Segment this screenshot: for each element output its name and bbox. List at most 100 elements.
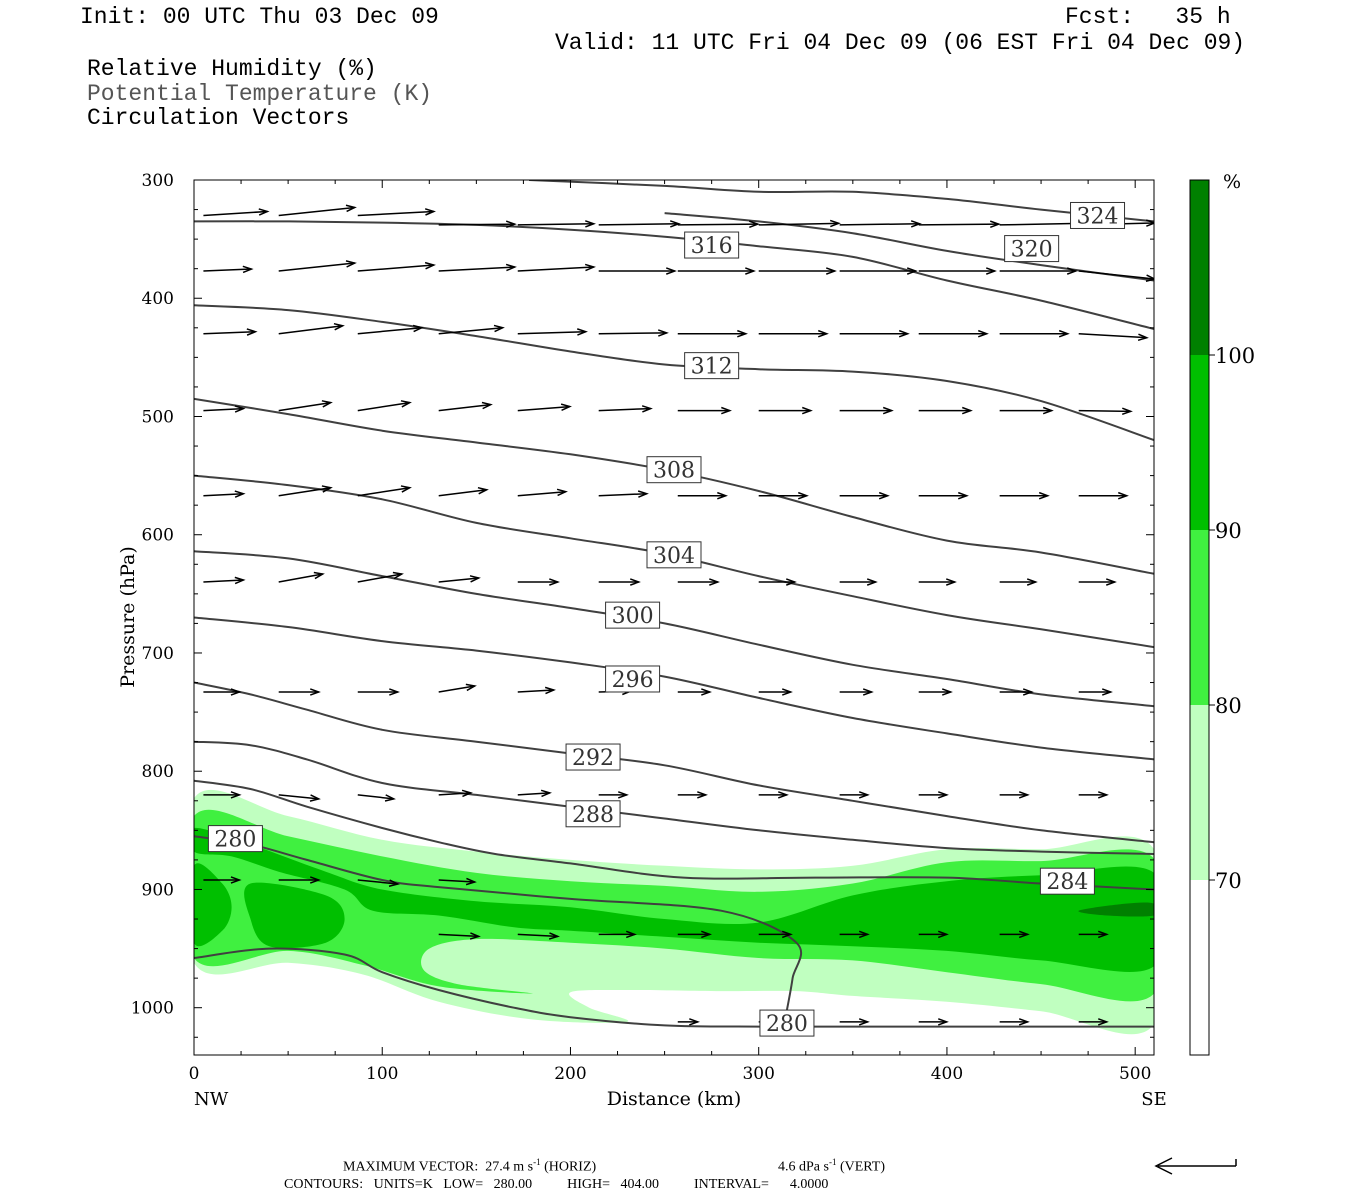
contour-label-box	[605, 665, 661, 693]
contour-label-304-5: 304	[646, 541, 702, 569]
vector-arrow	[357, 261, 436, 272]
vector-shaft	[203, 330, 256, 335]
vector-head	[392, 571, 404, 580]
vector-head	[697, 791, 708, 799]
contour-label-text: 300	[612, 604, 654, 629]
y-tick-label: 700	[142, 644, 174, 664]
vector-arrow	[999, 688, 1034, 696]
rh-band-90-4	[244, 882, 345, 949]
vector-head	[1137, 333, 1149, 342]
vector-shaft	[438, 792, 471, 796]
vector-shaft	[598, 492, 647, 497]
vector-arrow	[677, 267, 756, 275]
vector-arrow	[598, 930, 637, 939]
vector-arrow	[918, 406, 973, 415]
vector-arrow	[357, 879, 400, 887]
contour-label-316-2: 316	[684, 231, 740, 259]
y-tick-label: 300	[142, 171, 174, 191]
vector-arrow	[517, 403, 572, 412]
vector-arrow	[1078, 270, 1154, 282]
vector-head	[313, 571, 325, 580]
vector-arrow	[839, 491, 890, 500]
vector-head	[862, 688, 874, 696]
vector-head	[309, 794, 321, 802]
vector-head	[505, 220, 517, 229]
vector-head	[505, 263, 517, 272]
vector-shaft	[438, 933, 479, 938]
vector-head	[882, 406, 894, 415]
vector-head	[781, 688, 793, 696]
vector-head	[234, 576, 246, 585]
vector-head	[989, 220, 1001, 229]
vector-shaft	[438, 223, 515, 226]
vector-arrow	[758, 219, 841, 228]
contour-label-text: 284	[1046, 870, 1088, 895]
vector-arrow	[839, 1018, 870, 1026]
vector-arrow	[517, 488, 568, 497]
vector-shaft	[1078, 409, 1131, 413]
vector-head	[957, 491, 969, 500]
vector-arrow	[278, 794, 321, 802]
vector-head	[400, 485, 412, 493]
vector-arrow	[438, 263, 517, 272]
vector-shaft	[517, 405, 570, 412]
vector-head	[1058, 329, 1070, 338]
contour-label-288-9: 288	[565, 800, 621, 828]
vector-arrow	[918, 1018, 949, 1026]
vector-head	[1117, 491, 1129, 500]
y-tick-label: 1000	[131, 999, 174, 1019]
vector-arrow	[438, 220, 517, 229]
contour-label-280-11: 280	[207, 825, 263, 853]
vector-arrow	[999, 491, 1050, 500]
valid-time: Valid: 11 UTC Fri 04 Dec 09 (06 EST Fri …	[555, 30, 1246, 56]
vector-head	[389, 688, 400, 696]
vector-head	[637, 490, 649, 498]
vector-head	[1121, 407, 1133, 416]
vector-head	[493, 324, 505, 333]
vector-arrow	[839, 578, 878, 586]
vector-arrow	[999, 578, 1038, 586]
vector-head	[424, 261, 436, 270]
colorbar: % 70 80 90 100	[1189, 171, 1255, 1056]
vector-shaft	[278, 324, 343, 335]
vector-arrow	[999, 1018, 1030, 1026]
x-axis-label: Distance (km)	[607, 1088, 742, 1110]
circulation-vectors	[203, 204, 1154, 1026]
vector-arrow	[438, 401, 493, 412]
vector-arrow	[839, 930, 870, 939]
vector-shaft	[278, 401, 331, 412]
vector-head	[797, 491, 809, 500]
vector-shaft	[278, 262, 355, 272]
vector-head	[1042, 406, 1054, 415]
vector-head	[617, 791, 629, 799]
y-tick-label: 900	[142, 880, 174, 900]
vector-arrow	[918, 491, 969, 500]
vector-head	[866, 578, 878, 586]
vector-head	[1097, 1018, 1109, 1026]
vector-head	[858, 930, 870, 939]
contour-label-box	[565, 743, 621, 771]
vector-arrow	[758, 578, 797, 586]
vector-arrow	[1078, 1018, 1109, 1026]
vector-shaft	[357, 264, 434, 272]
vector-head	[937, 1018, 949, 1026]
vector-arrow	[1078, 407, 1133, 416]
contour-label-text: 312	[691, 355, 733, 380]
vector-head	[469, 575, 481, 583]
vector-head	[544, 686, 556, 695]
max-vector-horiz: 27.4 m s	[485, 1159, 534, 1175]
vector-head	[878, 491, 890, 500]
contour-label-box	[565, 800, 621, 828]
vector-arrow	[278, 204, 357, 217]
vector-arrow	[517, 686, 556, 695]
vector-shaft	[598, 407, 651, 412]
vector-arrow	[438, 877, 477, 886]
x-end-label-left: NW	[194, 1089, 229, 1110]
vector-arrow	[357, 794, 396, 802]
vector-arrow	[918, 329, 989, 338]
vector-arrow	[517, 328, 588, 336]
vert-tag: (VERT)	[839, 1159, 885, 1175]
colorbar-segment-0	[1190, 880, 1209, 1055]
horiz-tag: (HORIZ)	[544, 1159, 597, 1175]
contour-label-text: 296	[612, 668, 654, 693]
